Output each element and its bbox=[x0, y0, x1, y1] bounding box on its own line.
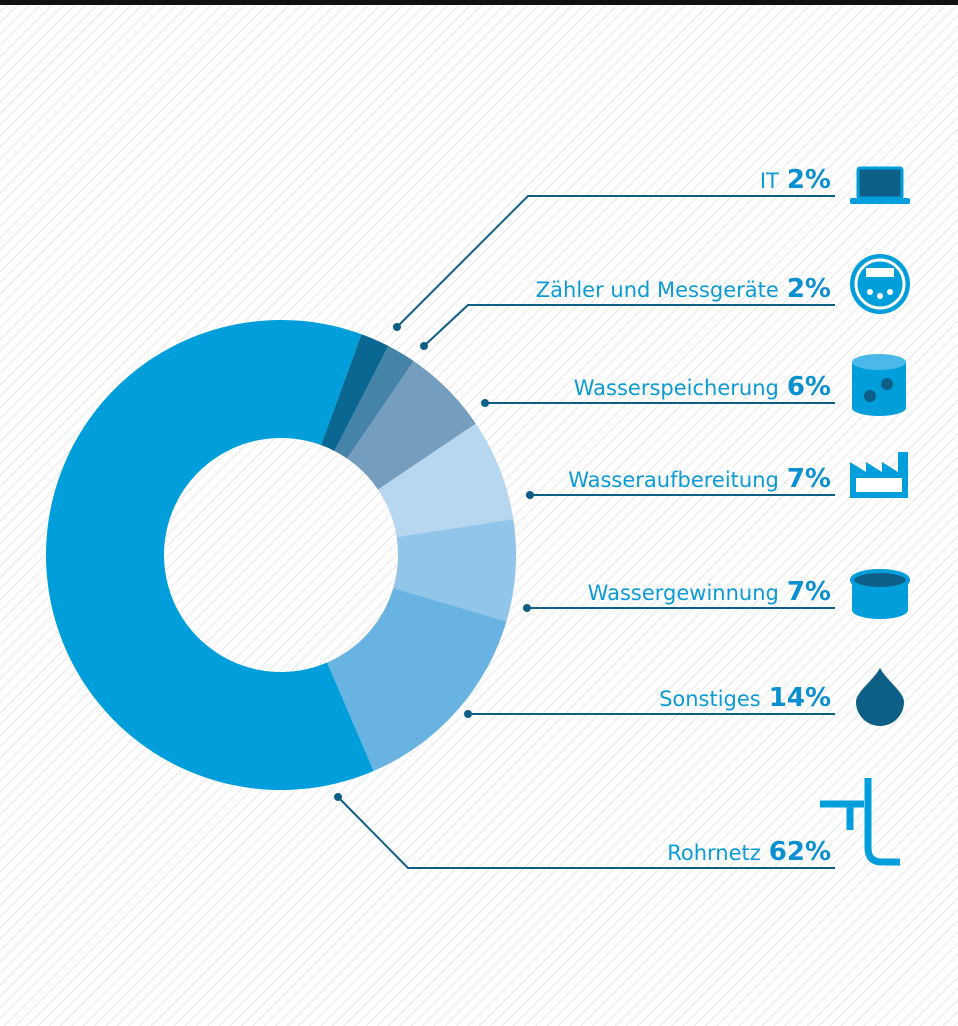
leader-dot bbox=[464, 710, 472, 718]
category-name: Rohrnetz bbox=[667, 841, 761, 865]
slice-label: Wasserspeicherung 6% bbox=[574, 372, 831, 402]
tank-bottom bbox=[852, 400, 906, 416]
well-top bbox=[850, 569, 910, 591]
pipe-icon bbox=[864, 778, 900, 866]
leader-dot bbox=[420, 342, 428, 350]
leader-dot bbox=[523, 604, 531, 612]
leader-dot bbox=[481, 399, 489, 407]
leader-line bbox=[423, 304, 835, 347]
tank-top bbox=[852, 354, 906, 370]
slice-label: Rohrnetz 62% bbox=[667, 837, 831, 867]
laptop-icon bbox=[856, 166, 904, 200]
meter-dot bbox=[877, 293, 883, 299]
slice-label: Sonstiges 14% bbox=[659, 683, 831, 713]
value-label: 7% bbox=[787, 577, 831, 607]
donut-slice bbox=[327, 588, 507, 771]
category-name: Sonstiges bbox=[659, 687, 761, 711]
leader-line bbox=[396, 195, 835, 328]
value-label: 14% bbox=[769, 683, 831, 713]
value-label: 62% bbox=[769, 837, 831, 867]
value-label: 2% bbox=[787, 274, 831, 304]
drop-icon bbox=[856, 668, 904, 726]
category-name: IT bbox=[760, 169, 779, 193]
value-label: 6% bbox=[787, 372, 831, 402]
leader-line bbox=[337, 796, 835, 869]
icons bbox=[820, 166, 910, 866]
tank-drop bbox=[881, 378, 893, 390]
well-bottom bbox=[852, 601, 908, 619]
leader-dot bbox=[526, 491, 534, 499]
top-border bbox=[0, 0, 958, 5]
leader-dot bbox=[334, 793, 342, 801]
meter-dot bbox=[867, 289, 873, 295]
donut-slice bbox=[347, 361, 476, 490]
meter-ring bbox=[854, 258, 906, 310]
donut-slice bbox=[393, 519, 516, 622]
slice-label: Wassergewinnung 7% bbox=[588, 577, 831, 607]
slice-label: Wasseraufbereitung 7% bbox=[568, 464, 831, 494]
category-name: Wasseraufbereitung bbox=[568, 468, 779, 492]
donut-chart: IT 2% Zähler und Messgeräte 2% Wasserspeiche… bbox=[46, 165, 835, 869]
donut-slice bbox=[334, 345, 414, 459]
slice-label: Zähler und Messgeräte 2% bbox=[536, 274, 831, 304]
tank-drop bbox=[864, 390, 876, 402]
meter-display bbox=[866, 268, 894, 277]
value-label: 2% bbox=[787, 165, 831, 195]
leader-dot bbox=[393, 323, 401, 331]
category-name: Wasserspeicherung bbox=[574, 376, 779, 400]
slice-label: IT 2% bbox=[760, 165, 831, 195]
value-label: 7% bbox=[787, 464, 831, 494]
donut-slice bbox=[46, 320, 374, 790]
factory-windows bbox=[856, 478, 902, 492]
laptop-base bbox=[850, 198, 910, 204]
pipe-branch bbox=[820, 800, 864, 830]
meter-icon bbox=[850, 254, 910, 314]
meter-dot bbox=[887, 289, 893, 295]
category-name: Wassergewinnung bbox=[588, 581, 779, 605]
donut-slice bbox=[377, 423, 514, 538]
category-name: Zähler und Messgeräte bbox=[536, 278, 779, 302]
donut-slice bbox=[321, 334, 389, 451]
